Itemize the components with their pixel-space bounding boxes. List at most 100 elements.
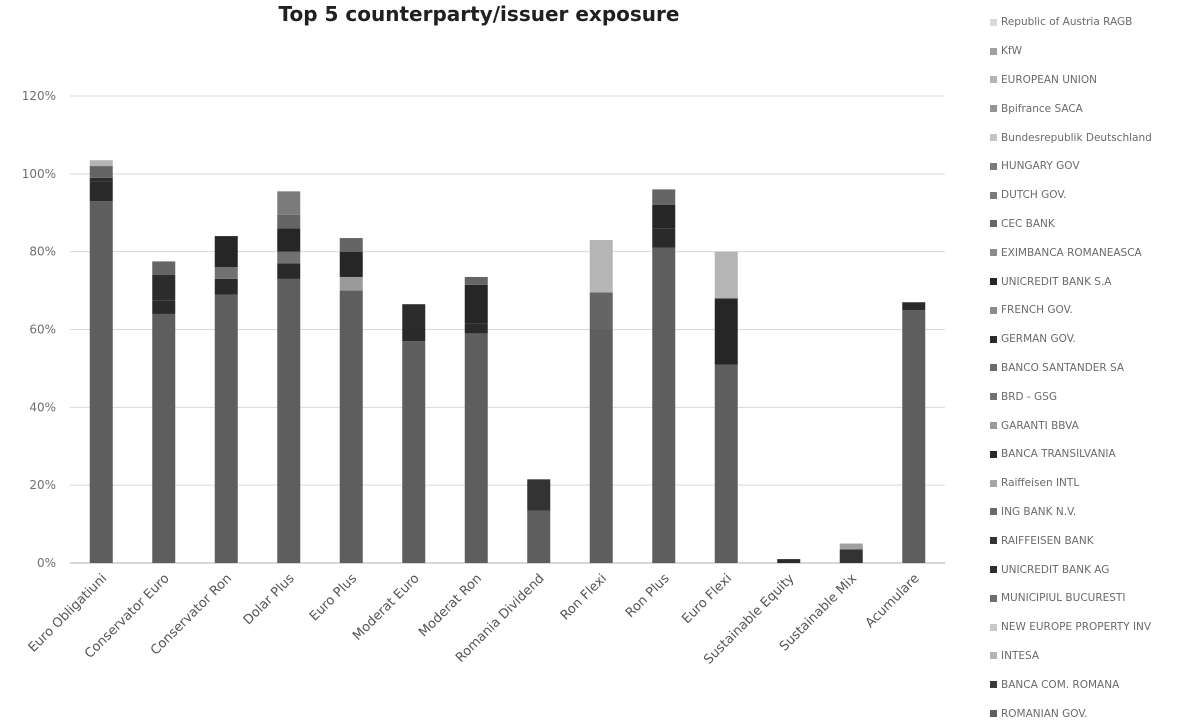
- legend-swatch: [990, 278, 997, 286]
- bar-segment: [464, 276, 488, 285]
- bar-segment: [589, 329, 613, 563]
- legend-label: FRENCH GOV.: [1001, 304, 1073, 317]
- legend-label: HUNGARY GOV: [1001, 160, 1080, 173]
- legend-swatch: [990, 594, 997, 602]
- legend-item: GERMAN GOV.: [990, 325, 1190, 354]
- x-tick-label: Acumulare: [863, 571, 923, 631]
- legend-swatch: [990, 652, 997, 660]
- y-tick-label: 100%: [22, 167, 56, 181]
- legend-item: MUNICIPIUL BUCURESTI: [990, 584, 1190, 613]
- gridlines: [70, 95, 945, 564]
- bar-segment: [527, 479, 551, 511]
- bar-segment: [777, 559, 801, 563]
- legend-label: ING BANK N.V.: [1001, 505, 1077, 518]
- legend-swatch: [990, 450, 997, 458]
- bar-segment: [89, 201, 113, 563]
- legend-item: BANCA TRANSILVANIA: [990, 440, 1190, 469]
- y-tick-label: 40%: [29, 400, 56, 414]
- legend-swatch: [990, 220, 997, 228]
- y-tick-label: 0%: [37, 556, 56, 570]
- legend-swatch: [990, 105, 997, 113]
- legend-swatch: [990, 306, 997, 314]
- bar-segment: [652, 189, 676, 205]
- legend-swatch: [990, 47, 997, 55]
- x-tick-label: Ron Plus: [623, 571, 673, 621]
- y-tick-label: 120%: [22, 89, 56, 103]
- bar-segment: [402, 304, 426, 330]
- legend-item: UNICREDIT BANK S.A: [990, 267, 1190, 296]
- legend-swatch: [990, 537, 997, 545]
- legend-item: INTESA: [990, 642, 1190, 671]
- legend-item: RAIFFEISEN BANK: [990, 526, 1190, 555]
- legend-item: KfW: [990, 37, 1190, 66]
- legend-label: GARANTI BBVA: [1001, 419, 1079, 432]
- bar-segment: [339, 290, 363, 563]
- legend-label: KfW: [1001, 45, 1022, 58]
- bar-segment: [339, 251, 363, 277]
- legend-swatch: [990, 393, 997, 401]
- bar-segment: [214, 278, 238, 295]
- legend-item: EXIMBANCA ROMANEASCA: [990, 238, 1190, 267]
- y-tick-label: 20%: [29, 478, 56, 492]
- x-tick-label: Euro Flexi: [679, 571, 735, 627]
- bar-segment: [714, 251, 738, 299]
- bar-segment: [277, 263, 301, 279]
- y-tick-label: 60%: [29, 323, 56, 337]
- bar-segment: [89, 177, 113, 182]
- bar-segment: [589, 239, 613, 293]
- bar-segment: [714, 364, 738, 563]
- legend-item: FRENCH GOV.: [990, 296, 1190, 325]
- legend-label: UNICREDIT BANK AG: [1001, 563, 1110, 576]
- legend-item: BANCO SANTANDER SA: [990, 354, 1190, 383]
- legend-swatch: [990, 508, 997, 516]
- legend-item: HUNGARY GOV: [990, 152, 1190, 181]
- legend-swatch: [990, 134, 997, 142]
- legend-label: Raiffeisen INTL: [1001, 477, 1080, 490]
- legend-label: ROMANIAN GOV.: [1001, 707, 1088, 720]
- legend-swatch: [990, 162, 997, 170]
- legend-label: CEC BANK: [1001, 217, 1055, 230]
- legend-swatch: [990, 191, 997, 199]
- legend-swatch: [990, 681, 997, 689]
- bar-segment: [152, 313, 176, 563]
- bar-segment: [277, 191, 301, 215]
- legend-swatch: [990, 76, 997, 84]
- bar-segment: [152, 261, 176, 276]
- bar-segment: [89, 181, 113, 202]
- bar-segment: [652, 228, 676, 248]
- bar-segment: [839, 543, 863, 550]
- x-tick-label: Dolar Plus: [241, 571, 298, 628]
- y-tick-label: 80%: [29, 245, 56, 259]
- legend-label: INTESA: [1001, 649, 1040, 662]
- bar-segment: [464, 284, 488, 324]
- bar-segment: [839, 549, 863, 563]
- bar-segment: [214, 267, 238, 279]
- legend-item: Republic of Austria RAGB: [990, 8, 1190, 37]
- legend-item: ROMANIAN GOV.: [990, 699, 1190, 728]
- legend-item: Bundesrepublik Deutschland: [990, 123, 1190, 152]
- legend-label: DUTCH GOV.: [1001, 189, 1067, 202]
- bars: [89, 160, 926, 563]
- bar-segment: [714, 298, 738, 365]
- bar-segment: [527, 510, 551, 563]
- bar-segment: [152, 275, 176, 301]
- bar-segment: [89, 160, 113, 167]
- chart-title: Top 5 counterparty/issuer exposure: [278, 2, 680, 26]
- legend-item: UNICREDIT BANK AG: [990, 555, 1190, 584]
- x-tick-label: Moderat Ron: [416, 571, 485, 640]
- legend-swatch: [990, 249, 997, 257]
- legend-label: UNICREDIT BANK S.A: [1001, 275, 1112, 288]
- legend-swatch: [990, 623, 997, 631]
- legend-swatch: [990, 422, 997, 430]
- legend-item: EUROPEAN UNION: [990, 66, 1190, 95]
- bar-segment: [277, 278, 301, 563]
- stacked-bar-chart: 0% 20% 40% 60% 80% 100% 120% Euro ObligatiuniC…: [22, 89, 945, 668]
- legend-label: MUNICIPIUL BUCURESTI: [1001, 592, 1126, 605]
- x-tick-label: Ron Flexi: [558, 571, 610, 623]
- legend-item: Bpifrance SACA: [990, 94, 1190, 123]
- bar-segment: [339, 238, 363, 252]
- bar-segment: [152, 300, 176, 314]
- bar-segment: [652, 204, 676, 229]
- legend-item: Raiffeisen INTL: [990, 469, 1190, 498]
